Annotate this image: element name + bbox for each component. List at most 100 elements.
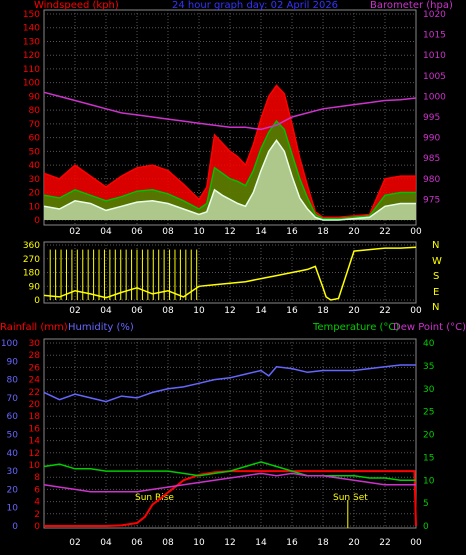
humidity-tick-label: 90 [7, 357, 19, 367]
humidity-tick-label: 50 [7, 431, 19, 441]
rain-tick-label: 30 [29, 339, 41, 349]
sunset-label: Sun Set [333, 493, 368, 503]
barometer-tick-label: 985 [423, 154, 440, 164]
wind-x-tick-label: 02 [69, 227, 80, 237]
windspeed-tick-label: 80 [29, 106, 41, 116]
rainfall-axis-title: Rainfall (mm) [0, 322, 68, 333]
barometer-tick-label: 980 [423, 175, 440, 185]
temp-tick-label: 25 [423, 408, 434, 418]
weather-series-line-1 [43, 364, 416, 403]
direction-x-tick-label: 04 [100, 306, 112, 316]
windspeed-tick-label: 50 [29, 147, 41, 157]
weather-x-tick-label: 04 [100, 538, 112, 548]
weather-x-tick-label: 12 [224, 538, 235, 548]
rain-tick-label: 0 [34, 522, 40, 532]
direction-series-line [43, 246, 417, 301]
temp-tick-label: 40 [423, 339, 435, 349]
windspeed-tick-label: 120 [23, 51, 40, 61]
weather-x-tick-label: 20 [348, 538, 360, 548]
rain-tick-label: 16 [29, 424, 41, 434]
windspeed-tick-label: 30 [29, 175, 41, 185]
windspeed-tick-label: 90 [29, 92, 41, 102]
windspeed-tick-label: 40 [29, 161, 41, 171]
rain-tick-label: 18 [29, 412, 41, 422]
windspeed-tick-label: 10 [29, 202, 41, 212]
weather-series-line-2 [43, 461, 416, 482]
weather-x-tick-label: 06 [131, 538, 143, 548]
wind-series-line-1 [43, 119, 416, 220]
wind-x-tick-label: 04 [100, 227, 112, 237]
humidity-axis-title: Humidity (%) [68, 322, 134, 333]
temp-tick-label: 30 [423, 385, 435, 395]
rain-tick-label: 4 [34, 498, 40, 508]
direction-x-tick-label: 10 [193, 306, 205, 316]
humidity-tick-label: 80 [7, 376, 19, 386]
barometer-tick-label: 990 [423, 134, 440, 144]
humidity-tick-label: 70 [7, 394, 19, 404]
barometer-tick-label: 1000 [423, 92, 446, 102]
weather-x-tick-label: 18 [317, 538, 329, 548]
windspeed-tick-label: 70 [29, 120, 41, 130]
barometer-tick-label: 975 [423, 195, 440, 205]
wind-series-area-2 [44, 140, 416, 220]
wind-x-tick-label: 14 [255, 227, 267, 237]
rain-tick-label: 20 [29, 400, 41, 410]
direction-x-tick-label: 00 [410, 306, 422, 316]
compass-e: E [433, 287, 439, 298]
humidity-tick-label: 100 [1, 339, 18, 349]
windspeed-tick-label: 130 [23, 37, 40, 47]
weather-series-line-0 [44, 470, 417, 527]
wind-series-area-0 [44, 85, 416, 221]
wind-x-tick-label: 06 [131, 227, 143, 237]
direction-tick-label: 360 [23, 241, 40, 251]
direction-x-tick-label: 12 [224, 306, 235, 316]
dewpoint-axis-title: Dew Point (°C) [393, 322, 466, 333]
direction-x-tick-label: 20 [348, 306, 360, 316]
weather-x-tick-label: 08 [162, 538, 174, 548]
wind-x-tick-label: 16 [286, 227, 298, 237]
wind-series-line-3 [43, 91, 417, 131]
windspeed-tick-label: 150 [23, 10, 40, 20]
direction-x-tick-label: 08 [162, 306, 174, 316]
wind-x-tick-label: 00 [410, 227, 422, 237]
rain-tick-label: 10 [29, 461, 41, 471]
temp-tick-label: 20 [423, 431, 435, 441]
windspeed-tick-label: 60 [29, 134, 41, 144]
wind-x-tick-label: 10 [193, 227, 205, 237]
windspeed-tick-label: 20 [29, 189, 41, 199]
barometer-axis-title: Barometer (hpa) [370, 0, 453, 11]
temperature-axis-title: Temperature (°C) [312, 322, 399, 333]
direction-x-tick-label: 18 [317, 306, 329, 316]
temp-tick-label: 15 [423, 453, 434, 463]
temp-tick-label: 10 [423, 476, 435, 486]
wind-series-area-1 [44, 121, 416, 220]
wind-x-tick-label: 22 [379, 227, 390, 237]
windspeed-tick-label: 0 [34, 216, 40, 226]
temp-tick-label: 35 [423, 362, 434, 372]
compass-n-bottom: N [432, 302, 439, 313]
windspeed-tick-label: 100 [23, 79, 40, 89]
rain-tick-label: 26 [29, 363, 41, 373]
sunrise-label: Sun Rise [135, 493, 174, 503]
wind-series-line-0 [43, 84, 416, 219]
barometer-tick-label: 1010 [423, 51, 446, 61]
humidity-tick-label: 20 [7, 485, 19, 495]
direction-x-tick-label: 22 [379, 306, 390, 316]
rain-tick-label: 8 [34, 473, 40, 483]
wind-x-tick-label: 18 [317, 227, 329, 237]
rain-tick-label: 12 [29, 449, 40, 459]
compass-w: W [432, 256, 442, 267]
barometer-tick-label: 1020 [423, 10, 446, 20]
windspeed-tick-label: 140 [23, 24, 40, 34]
wind-x-tick-label: 08 [162, 227, 174, 237]
weather-x-tick-label: 14 [255, 538, 267, 548]
direction-x-tick-label: 16 [286, 306, 298, 316]
weather-x-tick-label: 22 [379, 538, 390, 548]
windspeed-axis-title: Windspeed (kph) [34, 0, 119, 11]
temp-tick-label: 5 [423, 499, 429, 509]
weather-x-tick-label: 16 [286, 538, 298, 548]
weather-x-tick-label: 02 [69, 538, 80, 548]
wind-x-tick-label: 12 [224, 227, 235, 237]
humidity-tick-label: 10 [7, 504, 19, 514]
